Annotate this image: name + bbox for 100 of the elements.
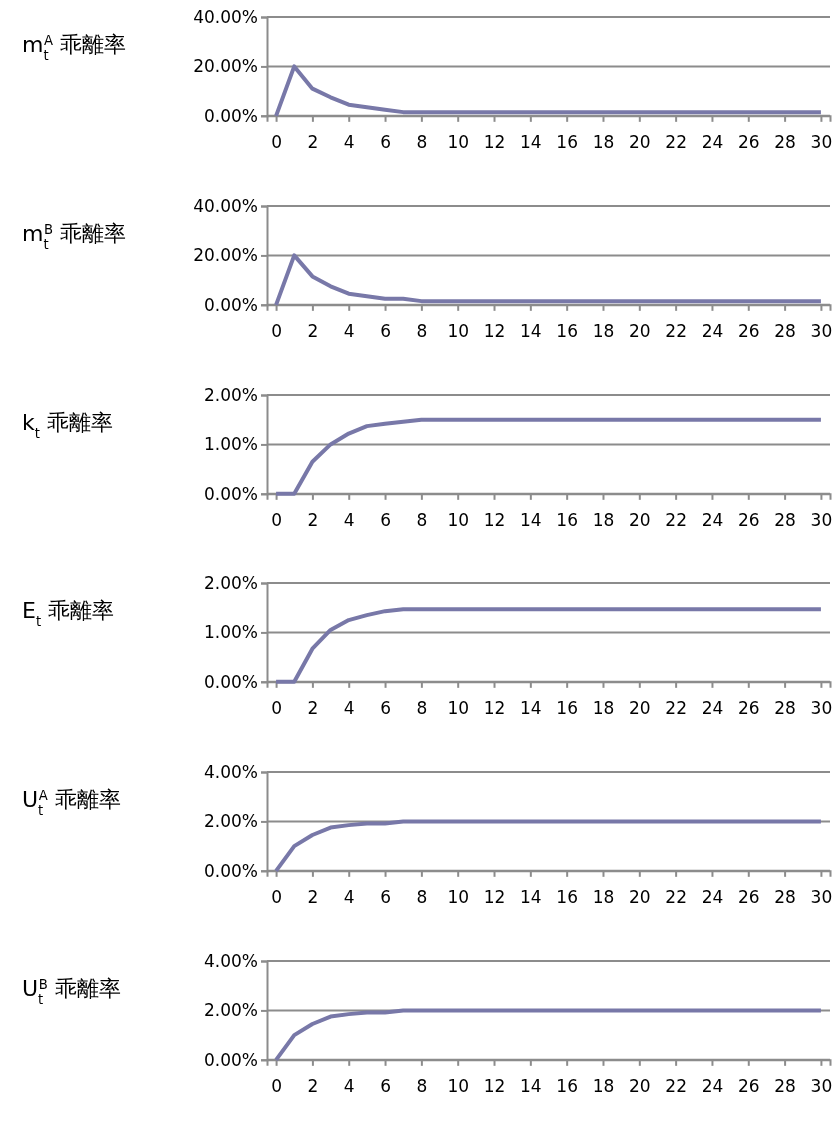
text: m$_{t}$$^{A}$ 乖離率 [22,32,127,63]
x-tick-label: 0 [271,131,282,152]
y-tick-label: 0.00% [203,861,258,882]
x-tick-label: 4 [343,698,355,719]
x-tick-label: 0 [271,509,282,530]
x-tick-label: 20 [628,698,651,719]
x-tick-label: 14 [520,131,542,152]
y-tick-label: 4.00% [203,762,258,783]
x-tick-label: 28 [774,698,796,719]
x-tick-label: 2 [307,320,319,341]
x-tick-label: 4 [343,509,355,530]
y-tick-label: 20.00% [193,245,258,266]
x-tick-label: 12 [483,131,506,152]
y-tick-label: 0.00% [203,1049,258,1070]
x-tick-label: 6 [380,1076,391,1097]
x-tick-label: 24 [701,698,724,719]
x-tick-label: 4 [343,887,355,908]
x-tick-label: 12 [483,698,506,719]
x-tick-label: 24 [701,887,724,908]
y-tick-label: 2.00% [203,811,258,832]
x-tick-label: 14 [520,1076,542,1097]
x-tick-label: 4 [343,320,355,341]
x-tick-label: 24 [701,1076,724,1097]
x-tick-label: 10 [447,887,470,908]
x-tick-label: 18 [592,320,615,341]
x-tick-label: 22 [665,320,687,341]
x-tick-label: 6 [380,131,391,152]
x-tick-label: 14 [520,320,542,341]
x-tick-label: 16 [556,887,578,908]
x-tick-label: 20 [628,320,651,341]
x-tick-label: 10 [447,320,470,341]
y-tick-label: 40.00% [193,6,258,27]
x-tick-label: 12 [483,1076,506,1097]
y-tick-label: 1.00% [203,622,258,643]
x-tick-label: 24 [701,509,724,530]
x-tick-label: 30 [810,698,833,719]
text: E$_{t}$ 乖離率 [22,598,115,629]
x-tick-label: 14 [520,509,542,530]
x-tick-label: 24 [701,320,724,341]
y-tick-label: 0.00% [203,672,258,693]
x-tick-label: 14 [520,887,542,908]
x-tick-label: 26 [737,887,760,908]
x-tick-label: 6 [380,509,391,530]
x-tick-label: 6 [380,887,391,908]
x-tick-label: 18 [592,131,615,152]
text: m$_{t}$$^{B}$ 乖離率 [22,220,127,252]
x-tick-label: 26 [737,698,760,719]
x-tick-label: 8 [416,698,428,719]
x-tick-label: 20 [628,887,651,908]
x-tick-label: 8 [416,887,428,908]
x-tick-label: 26 [737,320,760,341]
x-tick-label: 16 [556,698,578,719]
y-tick-label: 20.00% [193,56,258,77]
y-tick-label: 1.00% [203,434,258,455]
x-tick-label: 12 [483,509,506,530]
x-tick-label: 22 [665,1076,687,1097]
x-tick-label: 16 [556,1076,578,1097]
x-tick-label: 22 [665,509,687,530]
x-tick-label: 0 [271,1076,282,1097]
x-tick-label: 16 [556,131,578,152]
y-tick-label: 0.00% [203,294,258,315]
text: U$_{t}$$^{A}$ 乖離率 [22,787,121,818]
x-tick-label: 10 [447,509,470,530]
text: U$_{t}$$^{B}$ 乖離率 [22,976,121,1007]
x-tick-label: 8 [416,509,428,530]
x-tick-label: 12 [483,320,506,341]
x-tick-label: 8 [416,131,428,152]
x-tick-label: 4 [343,1076,355,1097]
x-tick-label: 28 [774,1076,796,1097]
x-tick-label: 0 [271,698,282,719]
y-tick-label: 2.00% [203,573,258,594]
x-tick-label: 28 [774,131,796,152]
x-tick-label: 10 [447,131,470,152]
x-tick-label: 26 [737,131,760,152]
x-tick-label: 26 [737,1076,760,1097]
x-tick-label: 2 [307,1076,319,1097]
x-tick-label: 20 [628,509,651,530]
x-tick-label: 20 [628,131,651,152]
x-tick-label: 16 [556,509,578,530]
x-tick-label: 6 [380,698,391,719]
x-tick-label: 20 [628,1076,651,1097]
x-tick-label: 12 [483,887,506,908]
y-tick-label: 0.00% [203,105,258,126]
x-tick-label: 28 [774,887,796,908]
x-tick-label: 14 [520,698,542,719]
x-tick-label: 2 [307,698,319,719]
x-tick-label: 30 [810,887,833,908]
x-tick-label: 22 [665,698,687,719]
x-tick-label: 4 [343,131,355,152]
x-tick-label: 0 [271,320,282,341]
x-tick-label: 22 [665,887,687,908]
x-tick-label: 16 [556,320,578,341]
x-tick-label: 2 [307,887,319,908]
x-tick-label: 30 [810,131,833,152]
x-tick-label: 30 [810,320,833,341]
x-tick-label: 22 [665,131,687,152]
x-tick-label: 30 [810,1076,833,1097]
x-tick-label: 18 [592,698,615,719]
y-tick-label: 0.00% [203,483,258,504]
x-tick-label: 28 [774,320,796,341]
